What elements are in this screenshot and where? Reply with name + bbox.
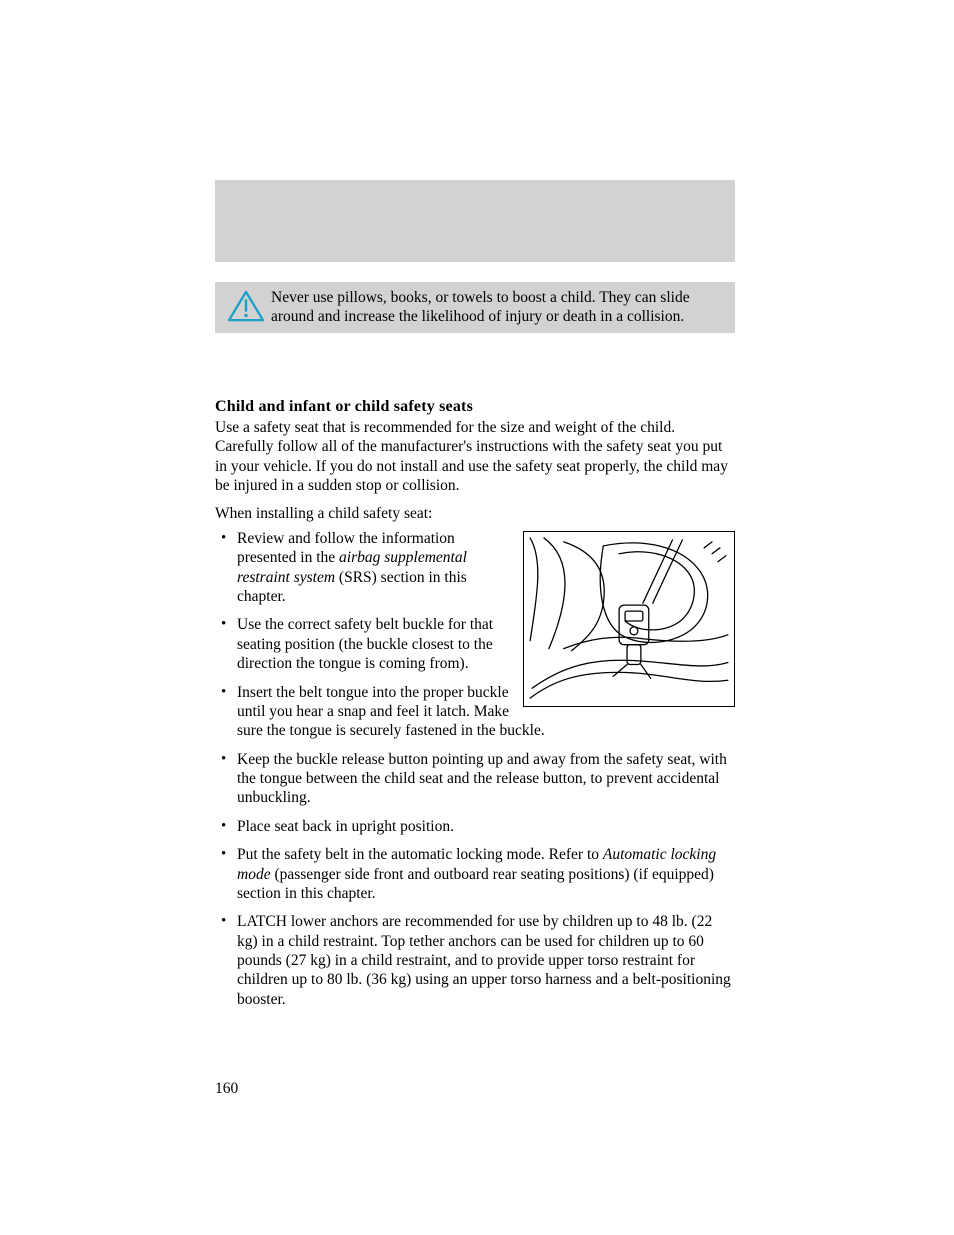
bullet-text: Insert the belt tongue into the proper b… [237,684,545,740]
page-number: 160 [215,1080,238,1098]
warning-text: Never use pillows, books, or towels to b… [271,289,690,325]
bullet-text: Put the safety belt in the automatic loc… [237,846,603,863]
bullet-list: Review and follow the information presen… [215,529,735,1009]
list-item: Insert the belt tongue into the proper b… [215,683,735,741]
list-item: Use the correct safety belt buckle for t… [215,615,735,673]
lead-in: When installing a child safety seat: [215,504,735,523]
bullet-text: Place seat back in upright position. [237,818,454,835]
list-item: Place seat back in upright position. [215,817,735,836]
intro-paragraph: Use a safety seat that is recommended fo… [215,418,735,496]
bullet-post: (passenger side front and outboard rear … [237,866,714,902]
warning-triangle-icon [227,290,265,322]
list-item: Keep the buckle release button pointing … [215,750,735,808]
list-item: Put the safety belt in the automatic loc… [215,845,735,903]
list-item: LATCH lower anchors are recommended for … [215,912,735,1009]
section-title: Child and infant or child safety seats [215,398,473,416]
warning-callout: Never use pillows, books, or towels to b… [215,282,735,333]
list-item: Review and follow the information presen… [215,529,735,607]
bullet-text: Keep the buckle release button pointing … [237,751,727,807]
header-band [215,180,735,262]
body-content: Use a safety seat that is recommended fo… [215,418,735,1018]
bullet-text: LATCH lower anchors are recommended for … [237,913,731,1008]
bullet-text: Use the correct safety belt buckle for t… [237,616,493,672]
